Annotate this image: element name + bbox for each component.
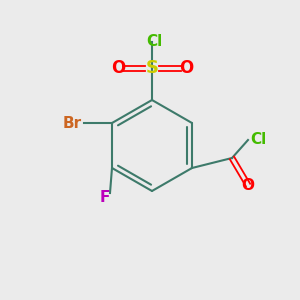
Text: O: O — [242, 178, 254, 193]
Text: O: O — [111, 59, 125, 77]
Text: Br: Br — [62, 116, 82, 130]
Text: Cl: Cl — [146, 34, 162, 50]
Text: S: S — [146, 59, 158, 77]
Text: F: F — [100, 190, 110, 206]
Text: O: O — [179, 59, 193, 77]
Text: Cl: Cl — [250, 133, 266, 148]
